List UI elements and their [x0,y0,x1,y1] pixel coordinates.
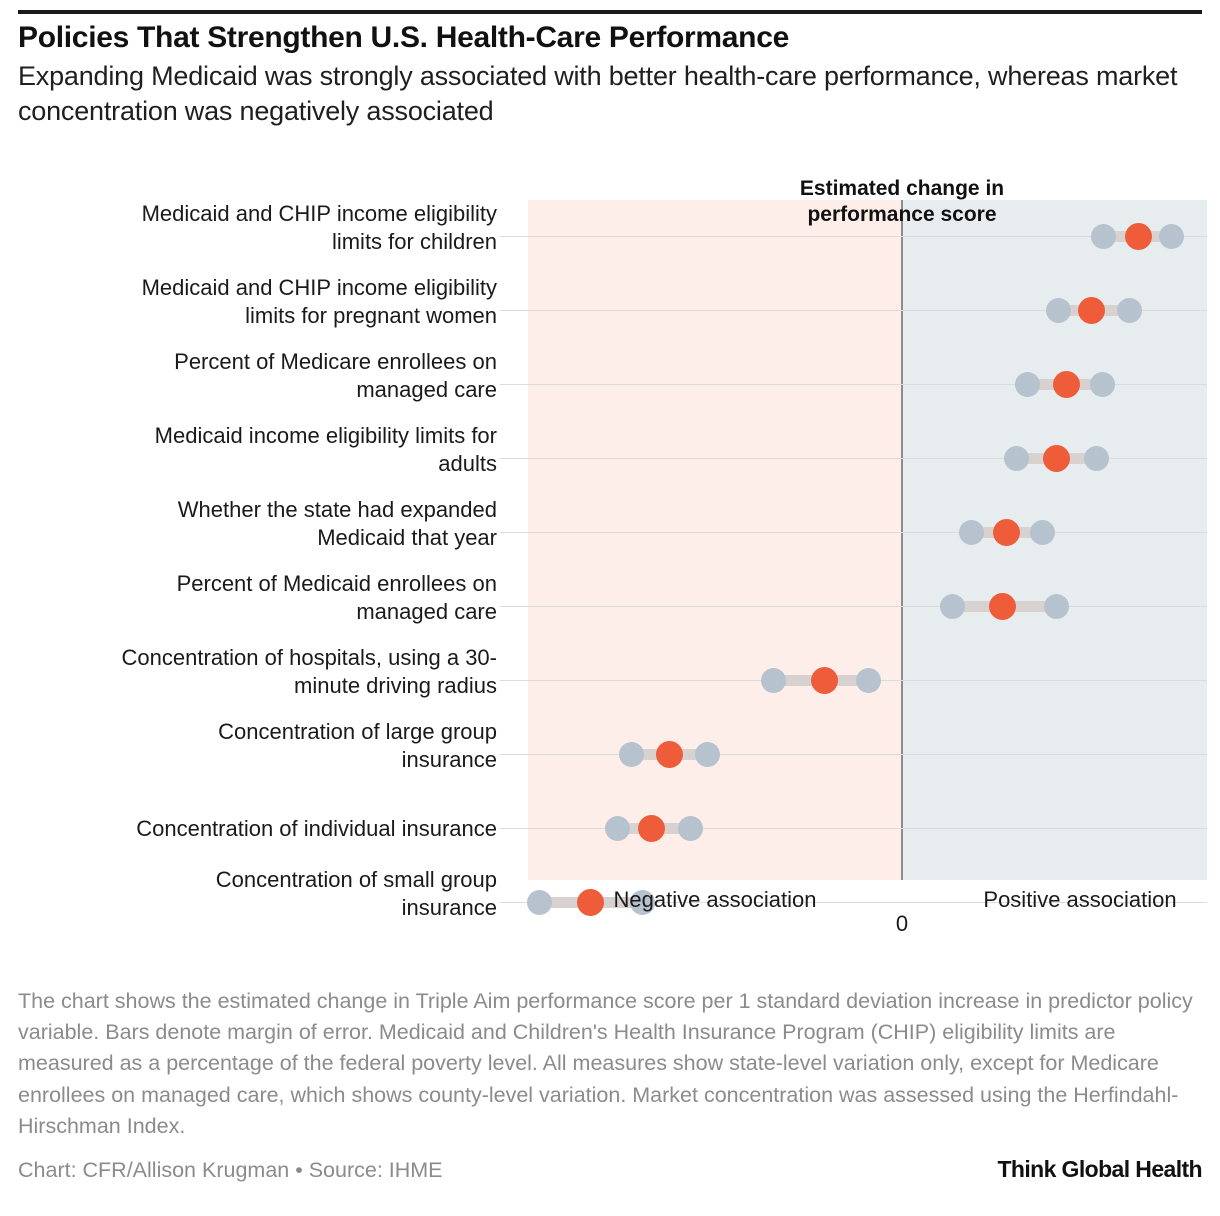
whisker-low-marker [1046,298,1071,323]
chart-row: Whether the state had expanded Medicaid t… [0,496,1220,570]
chart-row: Medicaid income eligibility limits for ad… [0,422,1220,496]
chart-row: Percent of Medicare enrollees on managed … [0,348,1220,422]
whisker-high-marker [1044,594,1069,619]
whisker-low-marker [1091,224,1116,249]
footnote: The chart shows the estimated change in … [18,989,1193,1138]
estimate-point [638,815,665,842]
estimate-point [1053,371,1080,398]
row-label-line1: Concentration of individual insurance [136,816,497,841]
whisker-low-marker [1015,372,1040,397]
row-label-line2: limits for pregnant women [245,302,497,328]
page-title: Policies That Strengthen U.S. Health-Car… [18,21,789,54]
row-label: Whether the state had expanded Medicaid t… [10,496,497,551]
row-label-line1: Medicaid income eligibility limits for [154,423,497,448]
estimate-point [993,519,1020,546]
whisker-high-marker [856,668,881,693]
row-label-line1: Percent of Medicare enrollees on [174,349,497,374]
estimate-point [1043,445,1070,472]
chart-header: Policies That Strengthen U.S. Health-Car… [18,20,1178,129]
estimate-point [577,889,604,916]
whisker-low-marker [940,594,965,619]
whisker-high-marker [695,742,720,767]
whisker-high-marker [1084,446,1109,471]
whisker-high-marker [1090,372,1115,397]
row-label: Medicaid and CHIP income eligibility limi… [10,274,497,329]
row-gridline [500,902,1207,903]
zero-reference-line [901,200,903,880]
estimate-point [1125,223,1152,250]
estimate-point [1078,297,1105,324]
estimate-point [811,667,838,694]
row-gridline [500,384,1207,385]
whisker-high-marker [630,890,655,915]
row-label: Concentration of hospitals, using a 30- m… [10,644,497,699]
row-label-line1: Medicaid and CHIP income eligibility [141,275,497,300]
row-label-line2: managed care [356,598,497,624]
row-label: Concentration of individual insurance [10,815,497,843]
chart-row: Concentration of small group insurance [0,866,1220,940]
x-axis-title: Estimated change in performance score [799,177,1005,227]
whisker-low-marker [527,890,552,915]
row-label-line2: insurance [401,746,497,772]
row-label: Medicaid income eligibility limits for ad… [10,422,497,477]
negative-association-band [528,200,902,880]
credit-line: Chart: CFR/Allison Krugman • Source: IHM… [18,1158,443,1182]
chart-row: Percent of Medicaid enrollees on managed … [0,570,1220,644]
estimate-point [989,593,1016,620]
whisker-high-marker [1159,224,1184,249]
think-global-health-logo: Think Global Health [997,1156,1202,1182]
whisker-low-marker [619,742,644,767]
row-gridline [500,606,1207,607]
row-label-line1: Whether the state had expanded [177,497,497,522]
row-label-line2: insurance [401,894,497,920]
page-subtitle: Expanding Medicaid was strongly associat… [18,60,1178,126]
row-gridline [500,532,1207,533]
row-label-line2: limits for children [331,228,497,254]
chart-row: Concentration of large group insurance [0,718,1220,792]
row-gridline [500,236,1207,237]
row-label-line2: adults [438,450,497,476]
row-gridline [500,828,1207,829]
estimate-point [656,741,683,768]
row-label: Concentration of large group insurance [10,718,497,773]
axis-label-negative: Negative association [613,887,817,912]
whisker-low-marker [1004,446,1029,471]
plot-area: Estimated change in performance score Me… [0,176,1220,936]
whisker-low-marker [959,520,984,545]
row-label-line1: Concentration of small group [215,867,497,892]
row-label: Concentration of small group insurance [10,866,497,921]
whisker-high-marker [1117,298,1142,323]
whisker-low-marker [761,668,786,693]
row-label: Medicaid and CHIP income eligibility limi… [10,200,497,255]
axis-label-positive: Positive association [983,887,1177,912]
chart-row: Concentration of hospitals, using a 30- m… [0,644,1220,718]
axis-label-zero: 0 [895,911,909,936]
row-gridline [500,754,1207,755]
row-label-line2: Medicaid that year [317,524,497,550]
row-label-line2: managed care [356,376,497,402]
row-label-line1: Concentration of large group [218,719,497,744]
row-label-line1: Medicaid and CHIP income eligibility [141,201,497,226]
chart-row: Concentration of individual insurance [0,792,1220,866]
row-gridline [500,458,1207,459]
chart-row: Medicaid and CHIP income eligibility limi… [0,274,1220,348]
whisker-low-marker [605,816,630,841]
whisker-high-marker [678,816,703,841]
row-label-line1: Percent of Medicaid enrollees on [176,571,497,596]
row-label-line1: Concentration of hospitals, using a 30- [121,645,497,670]
chart-row: Medicaid and CHIP income eligibility limi… [0,200,1220,274]
whisker-high-marker [1030,520,1055,545]
row-label-line2: minute driving radius [294,672,497,698]
row-gridline [500,310,1207,311]
row-label: Percent of Medicaid enrollees on managed … [10,570,497,625]
top-rule [18,10,1202,14]
row-label: Percent of Medicare enrollees on managed … [10,348,497,403]
